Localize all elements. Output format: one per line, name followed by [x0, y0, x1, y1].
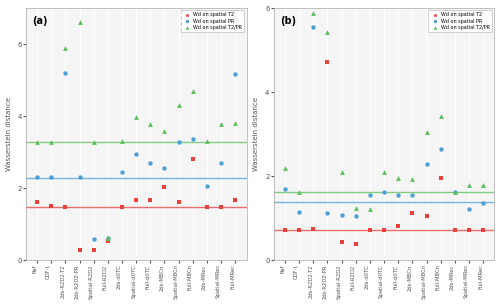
Point	[189, 137, 197, 142]
Point	[408, 210, 416, 215]
Point	[62, 204, 70, 209]
Point	[324, 59, 332, 64]
Point	[231, 197, 239, 202]
Point	[465, 183, 473, 188]
Point	[118, 204, 126, 209]
Point	[160, 185, 168, 190]
Point	[380, 189, 388, 194]
Point	[408, 192, 416, 197]
Point	[189, 88, 197, 93]
Point	[76, 248, 84, 253]
Point	[174, 102, 182, 107]
Point	[217, 121, 225, 126]
Point	[451, 227, 459, 232]
Point	[422, 162, 430, 167]
Legend: Wd on spatial T2, Wd on spatial PR, Wd on spatial T2/PR: Wd on spatial T2, Wd on spatial PR, Wd o…	[180, 10, 244, 32]
Point	[146, 197, 154, 202]
Point	[479, 227, 487, 232]
Point	[62, 46, 70, 51]
Point	[104, 235, 112, 240]
Point	[281, 166, 289, 171]
Point	[352, 242, 360, 246]
Point	[203, 204, 211, 209]
Point	[231, 71, 239, 76]
Point	[338, 169, 345, 174]
Point	[422, 214, 430, 218]
Point	[146, 121, 154, 126]
Point	[160, 166, 168, 171]
Point	[338, 240, 345, 245]
Point	[310, 226, 318, 231]
Point	[352, 214, 360, 218]
Point	[174, 139, 182, 144]
Point	[62, 70, 70, 75]
Point	[281, 227, 289, 232]
Point	[33, 174, 41, 179]
Point	[132, 151, 140, 156]
Point	[203, 138, 211, 143]
Point	[90, 139, 98, 144]
Point	[436, 176, 444, 181]
Point	[295, 189, 303, 194]
Point	[366, 192, 374, 197]
Text: (a): (a)	[32, 16, 48, 26]
Point	[324, 210, 332, 215]
Point	[132, 115, 140, 120]
Point	[451, 189, 459, 194]
Point	[465, 227, 473, 232]
Point	[203, 184, 211, 189]
Point	[394, 192, 402, 197]
Point	[451, 189, 459, 194]
Point	[33, 139, 41, 144]
Point	[174, 200, 182, 205]
Point	[465, 206, 473, 211]
Point	[310, 24, 318, 29]
Point	[189, 157, 197, 162]
Point	[90, 237, 98, 242]
Y-axis label: Wasserstein distance: Wasserstein distance	[6, 97, 12, 171]
Point	[90, 248, 98, 253]
Point	[132, 197, 140, 202]
Point	[217, 160, 225, 165]
Y-axis label: Wasserstein distance: Wasserstein distance	[254, 97, 260, 171]
Text: (b): (b)	[280, 16, 296, 26]
Point	[394, 176, 402, 181]
Point	[104, 239, 112, 244]
Point	[47, 174, 55, 179]
Point	[352, 205, 360, 210]
Point	[338, 212, 345, 217]
Point	[380, 169, 388, 174]
Point	[160, 129, 168, 134]
Point	[366, 227, 374, 232]
Point	[217, 204, 225, 209]
Point	[479, 201, 487, 206]
Point	[281, 187, 289, 192]
Point	[394, 223, 402, 228]
Point	[408, 177, 416, 182]
Point	[231, 121, 239, 126]
Point	[479, 183, 487, 188]
Point	[47, 204, 55, 209]
Point	[295, 227, 303, 232]
Point	[47, 139, 55, 144]
Point	[118, 169, 126, 174]
Point	[33, 199, 41, 204]
Point	[118, 139, 126, 144]
Point	[231, 16, 239, 20]
Point	[366, 206, 374, 211]
Point	[380, 227, 388, 232]
Point	[295, 209, 303, 214]
Point	[436, 146, 444, 151]
Point	[76, 19, 84, 24]
Point	[104, 236, 112, 241]
Point	[76, 174, 84, 179]
Point	[146, 160, 154, 165]
Legend: Wd on spatial T2, Wd on spatial PR, Wd on spatial T2/PR: Wd on spatial T2, Wd on spatial PR, Wd o…	[428, 10, 492, 32]
Point	[436, 114, 444, 119]
Point	[324, 30, 332, 35]
Point	[422, 130, 430, 135]
Point	[310, 11, 318, 16]
